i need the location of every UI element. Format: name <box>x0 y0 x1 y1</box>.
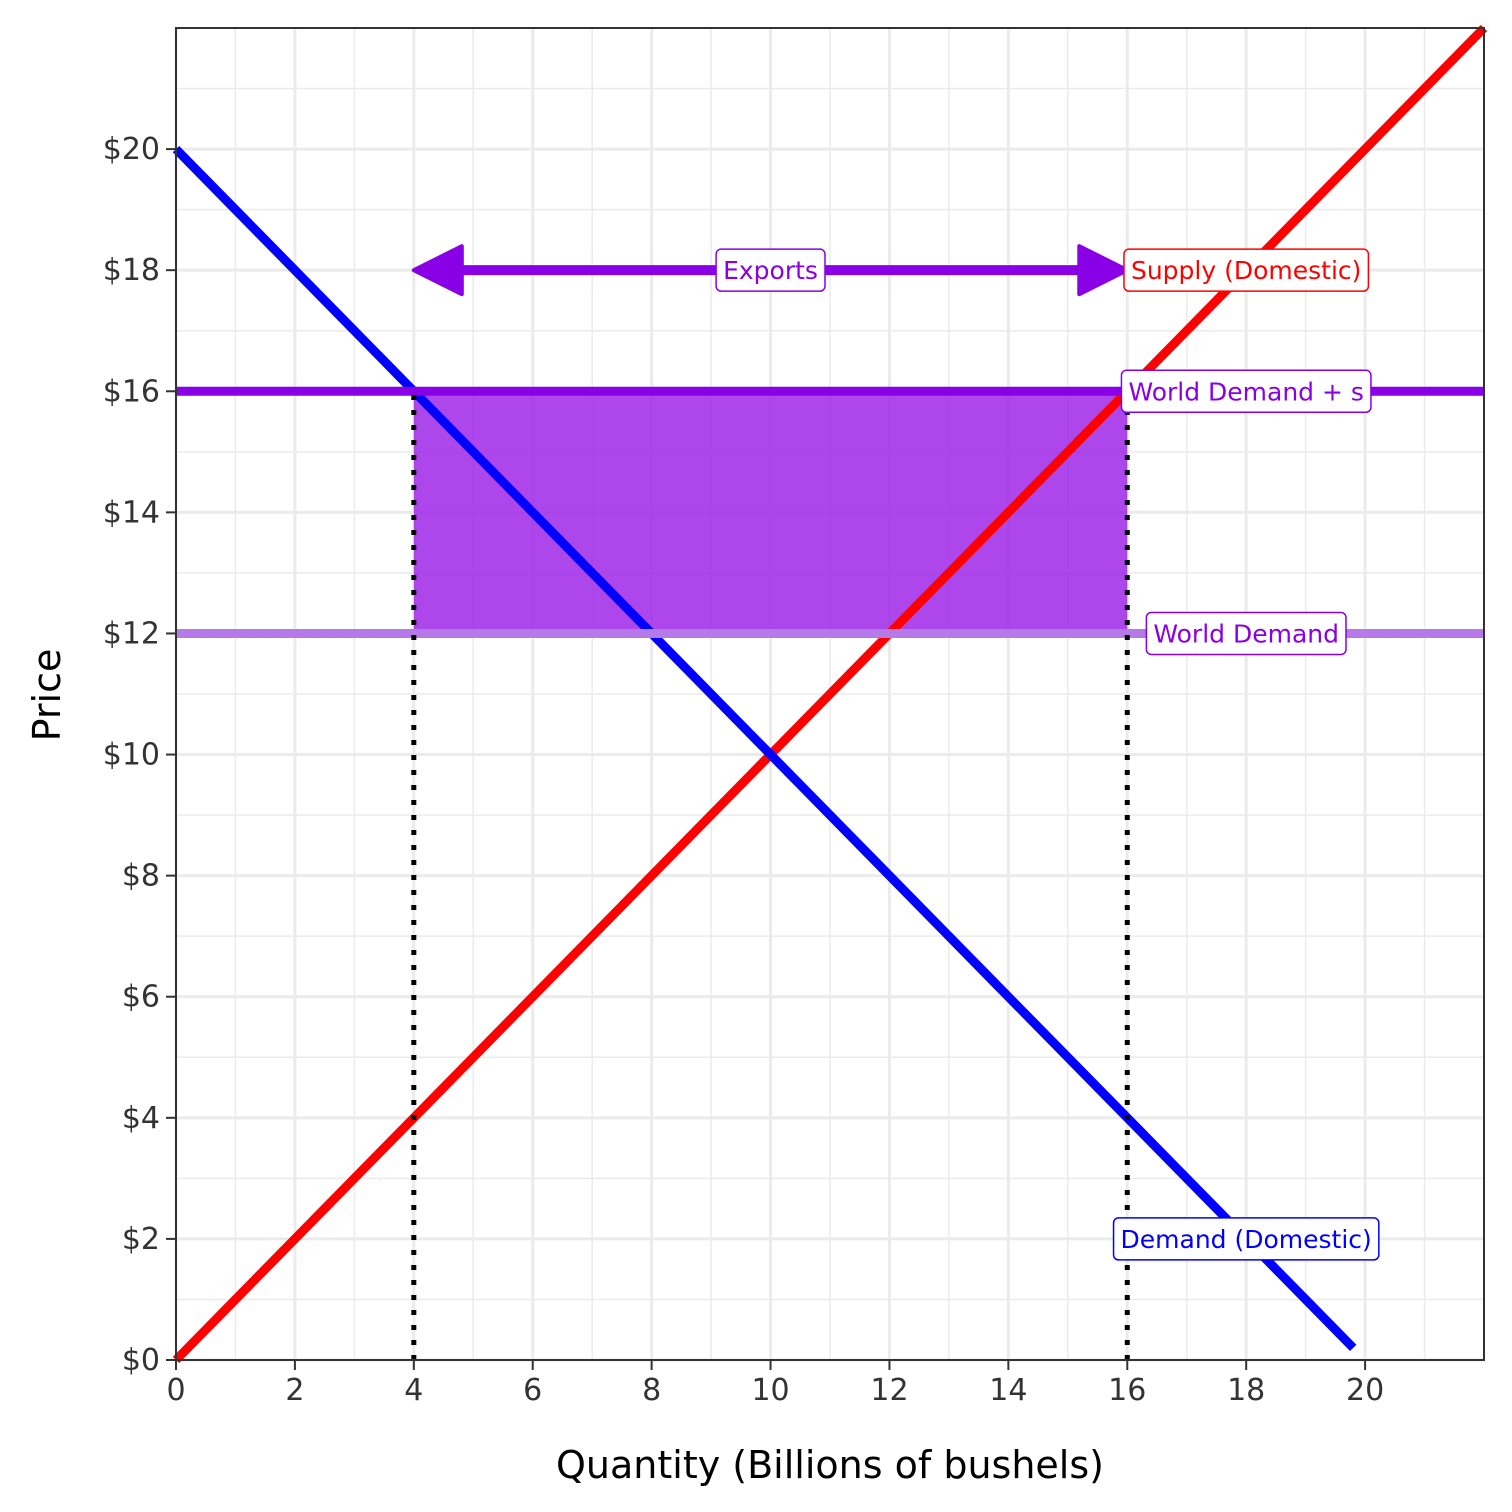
y-tick-label: $12 <box>103 616 160 651</box>
y-tick-label: $20 <box>103 132 160 167</box>
annotation-world-demand: World Demand <box>1145 611 1347 656</box>
x-tick-label: 14 <box>989 1373 1027 1408</box>
x-tick-label: 6 <box>523 1373 542 1408</box>
annotation-box <box>1120 369 1372 414</box>
x-tick-label: 4 <box>404 1373 423 1408</box>
annotation-demand-domestic: Demand (Domestic) <box>1112 1217 1380 1261</box>
y-tick-label: $0 <box>122 1343 160 1378</box>
plot-panel-border <box>175 27 1485 1361</box>
x-axis-title: Quantity (Billions of bushels) <box>556 1443 1104 1487</box>
shaded-region-layer <box>413 391 1128 634</box>
y-tick-label: $6 <box>122 980 160 1015</box>
annotation-label: Demand (Domestic) <box>1121 1225 1372 1254</box>
y-tick-label: $4 <box>122 1101 160 1136</box>
annotation-label: Exports <box>723 256 818 285</box>
y-axis-title: Price <box>25 649 69 742</box>
y-tick-label: $16 <box>103 374 160 409</box>
y-tick-label: $10 <box>103 738 160 773</box>
annotation-label: Supply (Domestic) <box>1131 256 1361 285</box>
y-tick-label: $2 <box>122 1222 160 1257</box>
y-tick-label: $18 <box>103 253 160 288</box>
annotation-world-demand-s: World Demand + s <box>1120 369 1372 414</box>
annotation-label: World Demand + s <box>1128 377 1363 406</box>
annotation-exports: Exports <box>715 248 826 292</box>
shaded-region <box>413 391 1128 634</box>
annotation-box <box>1112 1217 1380 1261</box>
x-tick-label: 10 <box>751 1373 789 1408</box>
x-tick-label: 2 <box>285 1373 304 1408</box>
axes: 0 2 4 6 8 10 12 14 16 18 20 $0 $2 $4 $6 $8 $10 $12 $14 $16 $… <box>103 132 1384 1408</box>
reference-lines-layer <box>411 391 1130 1360</box>
y-tick-label: $14 <box>103 495 160 530</box>
x-tick-label: 20 <box>1346 1373 1384 1408</box>
annotation-label: World Demand <box>1153 619 1339 648</box>
x-tick-label: 8 <box>642 1373 661 1408</box>
annotation-box <box>715 248 826 292</box>
x-tick-label: 12 <box>870 1373 908 1408</box>
annotation-supply-domestic: Supply (Domestic) <box>1123 248 1370 292</box>
x-tick-label: 0 <box>166 1373 185 1408</box>
annotation-labels: Exports Supply (Domestic) World Demand + s… <box>715 248 1380 1261</box>
x-tick-label: 18 <box>1227 1373 1265 1408</box>
x-tick-label: 16 <box>1108 1373 1146 1408</box>
y-tick-label: $8 <box>122 859 160 894</box>
exports-arrow-head-right <box>1077 244 1130 297</box>
annotation-box <box>1123 248 1370 292</box>
exports-arrow-head-left <box>411 244 464 297</box>
series-line-demand-domestic <box>172 145 1357 1352</box>
annotation-box <box>1145 611 1347 656</box>
